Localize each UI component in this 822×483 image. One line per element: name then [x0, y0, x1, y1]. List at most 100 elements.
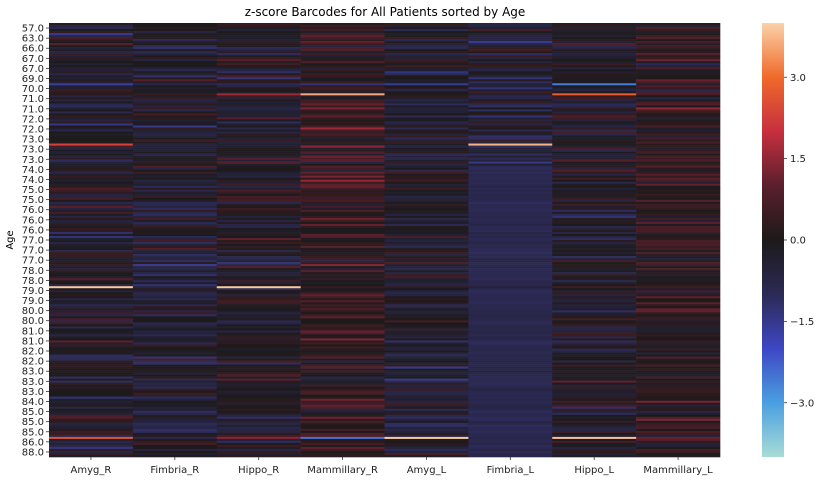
heatmap-cell [49, 414, 134, 418]
y-tick-label: 72.0 [22, 114, 44, 125]
heatmap-cell [216, 358, 301, 361]
heatmap-cell [636, 93, 721, 96]
heatmap-cell [636, 39, 721, 42]
heatmap-cell [132, 177, 218, 181]
heatmap-cell [552, 111, 637, 114]
heatmap-cell [216, 454, 301, 458]
heatmap-cell [216, 75, 301, 78]
y-tick-label: 73.0 [22, 145, 44, 156]
heatmap-cell [49, 328, 134, 331]
heatmap-cell [468, 408, 553, 412]
heatmap-cell [216, 298, 301, 301]
heatmap-cell [636, 452, 721, 456]
heatmap-cell [216, 268, 301, 271]
heatmap-cell [49, 392, 134, 396]
heatmap-cell [132, 31, 218, 34]
heatmap-cell [132, 109, 218, 112]
heatmap-cell [468, 79, 553, 82]
heatmap-cell [636, 95, 721, 98]
heatmap-cell [468, 25, 553, 28]
heatmap-cell [552, 382, 637, 385]
heatmap-cell [552, 29, 637, 32]
heatmap-cell [636, 105, 721, 108]
heatmap-cell [49, 55, 134, 58]
heatmap-cell [132, 167, 218, 170]
heatmap-cell [552, 262, 637, 265]
heatmap-cell [49, 113, 134, 116]
heatmap-cell [636, 99, 721, 102]
heatmap-cell [216, 294, 301, 297]
heatmap-cell [552, 342, 637, 345]
heatmap-cell [384, 137, 469, 140]
heatmap-cell [636, 45, 721, 48]
heatmap-cell [49, 308, 134, 311]
heatmap-cell [300, 177, 385, 181]
heatmap-cell [216, 167, 301, 170]
heatmap-cell [300, 324, 385, 327]
heatmap-cell [300, 350, 385, 353]
heatmap-cell [552, 87, 637, 90]
heatmap-cell [384, 424, 469, 428]
heatmap-cell [552, 51, 637, 54]
heatmap-cell [216, 410, 301, 414]
colorbar-tick-label: 1.5 [790, 154, 806, 165]
heatmap-cell [384, 334, 469, 337]
heatmap-cell [552, 250, 637, 253]
heatmap-cell [216, 394, 301, 398]
heatmap-cell [468, 298, 553, 301]
heatmap-cell [49, 231, 134, 235]
heatmap-cell [300, 225, 385, 229]
heatmap-cell [132, 59, 218, 62]
heatmap-cell [132, 424, 218, 428]
heatmap-cell [468, 454, 553, 458]
heatmap-cell [384, 79, 469, 82]
heatmap-cell [300, 276, 385, 279]
heatmap-cell [384, 362, 469, 365]
heatmap-cell [384, 302, 469, 305]
heatmap-cell [300, 123, 385, 126]
heatmap-cell [216, 450, 301, 454]
heatmap-cell [216, 187, 301, 191]
heatmap-cell [132, 65, 218, 68]
heatmap-cell [552, 199, 637, 203]
heatmap-cell [384, 414, 469, 418]
heatmap-cell [468, 61, 553, 64]
heatmap-cell [49, 344, 134, 347]
heatmap-cell [300, 246, 385, 249]
heatmap-cell [552, 246, 637, 249]
heatmap-cell [552, 125, 637, 128]
heatmap-cell [49, 173, 134, 176]
heatmap-cell [636, 97, 721, 100]
heatmap-cell [636, 252, 721, 255]
heatmap-cell [300, 272, 385, 275]
heatmap-cell [636, 264, 721, 267]
heatmap-cell [552, 57, 637, 60]
heatmap-cell [216, 326, 301, 329]
heatmap-cell [636, 276, 721, 279]
heatmap-cell [216, 111, 301, 114]
heatmap-cell [384, 161, 469, 164]
heatmap-cell [552, 340, 637, 343]
heatmap-cell [300, 380, 385, 383]
heatmap-cell [552, 384, 637, 387]
heatmap-cell [384, 396, 469, 400]
heatmap-cell [384, 71, 469, 74]
heatmap-cell [300, 31, 385, 34]
heatmap-cell [216, 95, 301, 98]
heatmap-cell [300, 65, 385, 68]
heatmap-cell [300, 115, 385, 118]
heatmap-cell [552, 344, 637, 347]
heatmap-cell [636, 310, 721, 313]
heatmap-cell [300, 366, 385, 369]
heatmap-cell [468, 227, 553, 231]
heatmap-cell [384, 390, 469, 393]
heatmap-cell [552, 173, 637, 176]
heatmap-cell [468, 63, 553, 66]
heatmap-cell [49, 342, 134, 345]
heatmap-cell [552, 454, 637, 458]
heatmap-cell [132, 67, 218, 70]
heatmap-cell [552, 99, 637, 102]
heatmap-cell [468, 215, 553, 219]
heatmap-cell [132, 324, 218, 327]
heatmap-cell [132, 165, 218, 168]
